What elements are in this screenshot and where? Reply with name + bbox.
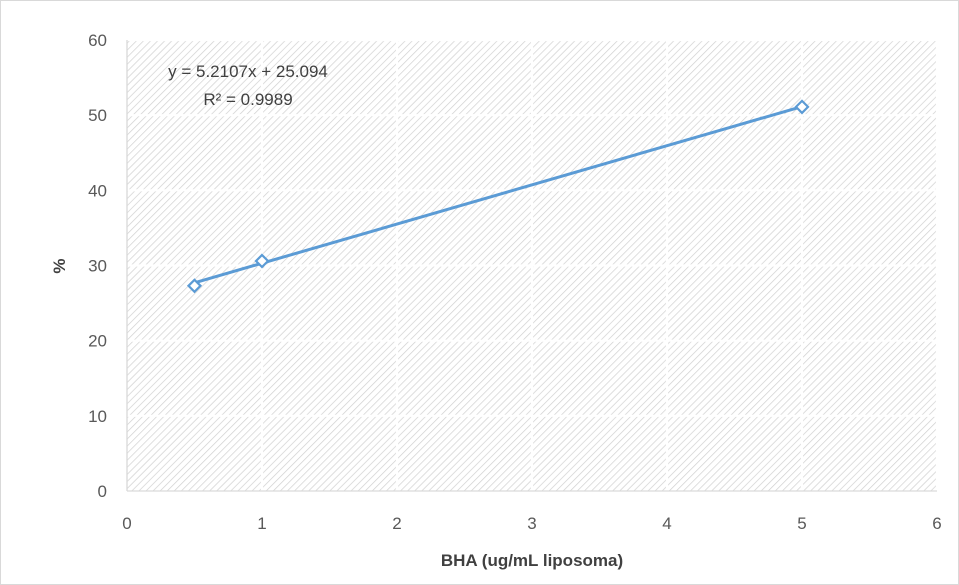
x-tick-label-4: 4 [662, 514, 671, 533]
data-point-3 [794, 99, 810, 115]
x-tick-label-5: 5 [797, 514, 806, 533]
x-tick-label-0: 0 [122, 514, 131, 533]
data-point-2 [254, 253, 270, 269]
trendline [193, 105, 804, 285]
trendline-equation: y = 5.2107x + 25.094 [168, 62, 328, 81]
y-axis-title: % [50, 258, 69, 273]
data-points [186, 99, 810, 294]
y-tick-label-20: 20 [88, 332, 107, 351]
x-tick-label-6: 6 [932, 514, 941, 533]
x-axis-title: BHA (ug/mL liposoma) [441, 551, 623, 570]
axes [126, 40, 937, 492]
y-tick-label-50: 50 [88, 106, 107, 125]
trendline-group [193, 105, 804, 285]
y-tick-label-10: 10 [88, 407, 107, 426]
y-tick-label-40: 40 [88, 181, 107, 200]
x-tick-label-2: 2 [392, 514, 401, 533]
x-tick-label-3: 3 [527, 514, 536, 533]
trendline-r-squared: R² = 0.9989 [203, 90, 292, 109]
y-tick-label-0: 0 [98, 482, 107, 501]
data-point-1 [186, 278, 203, 294]
tick-labels: 0 10 20 30 40 50 60 0 1 2 3 4 5 6 [88, 31, 942, 533]
y-tick-label-30: 30 [88, 257, 107, 276]
x-tick-label-1: 1 [257, 514, 266, 533]
y-tick-label-60: 60 [88, 31, 107, 50]
